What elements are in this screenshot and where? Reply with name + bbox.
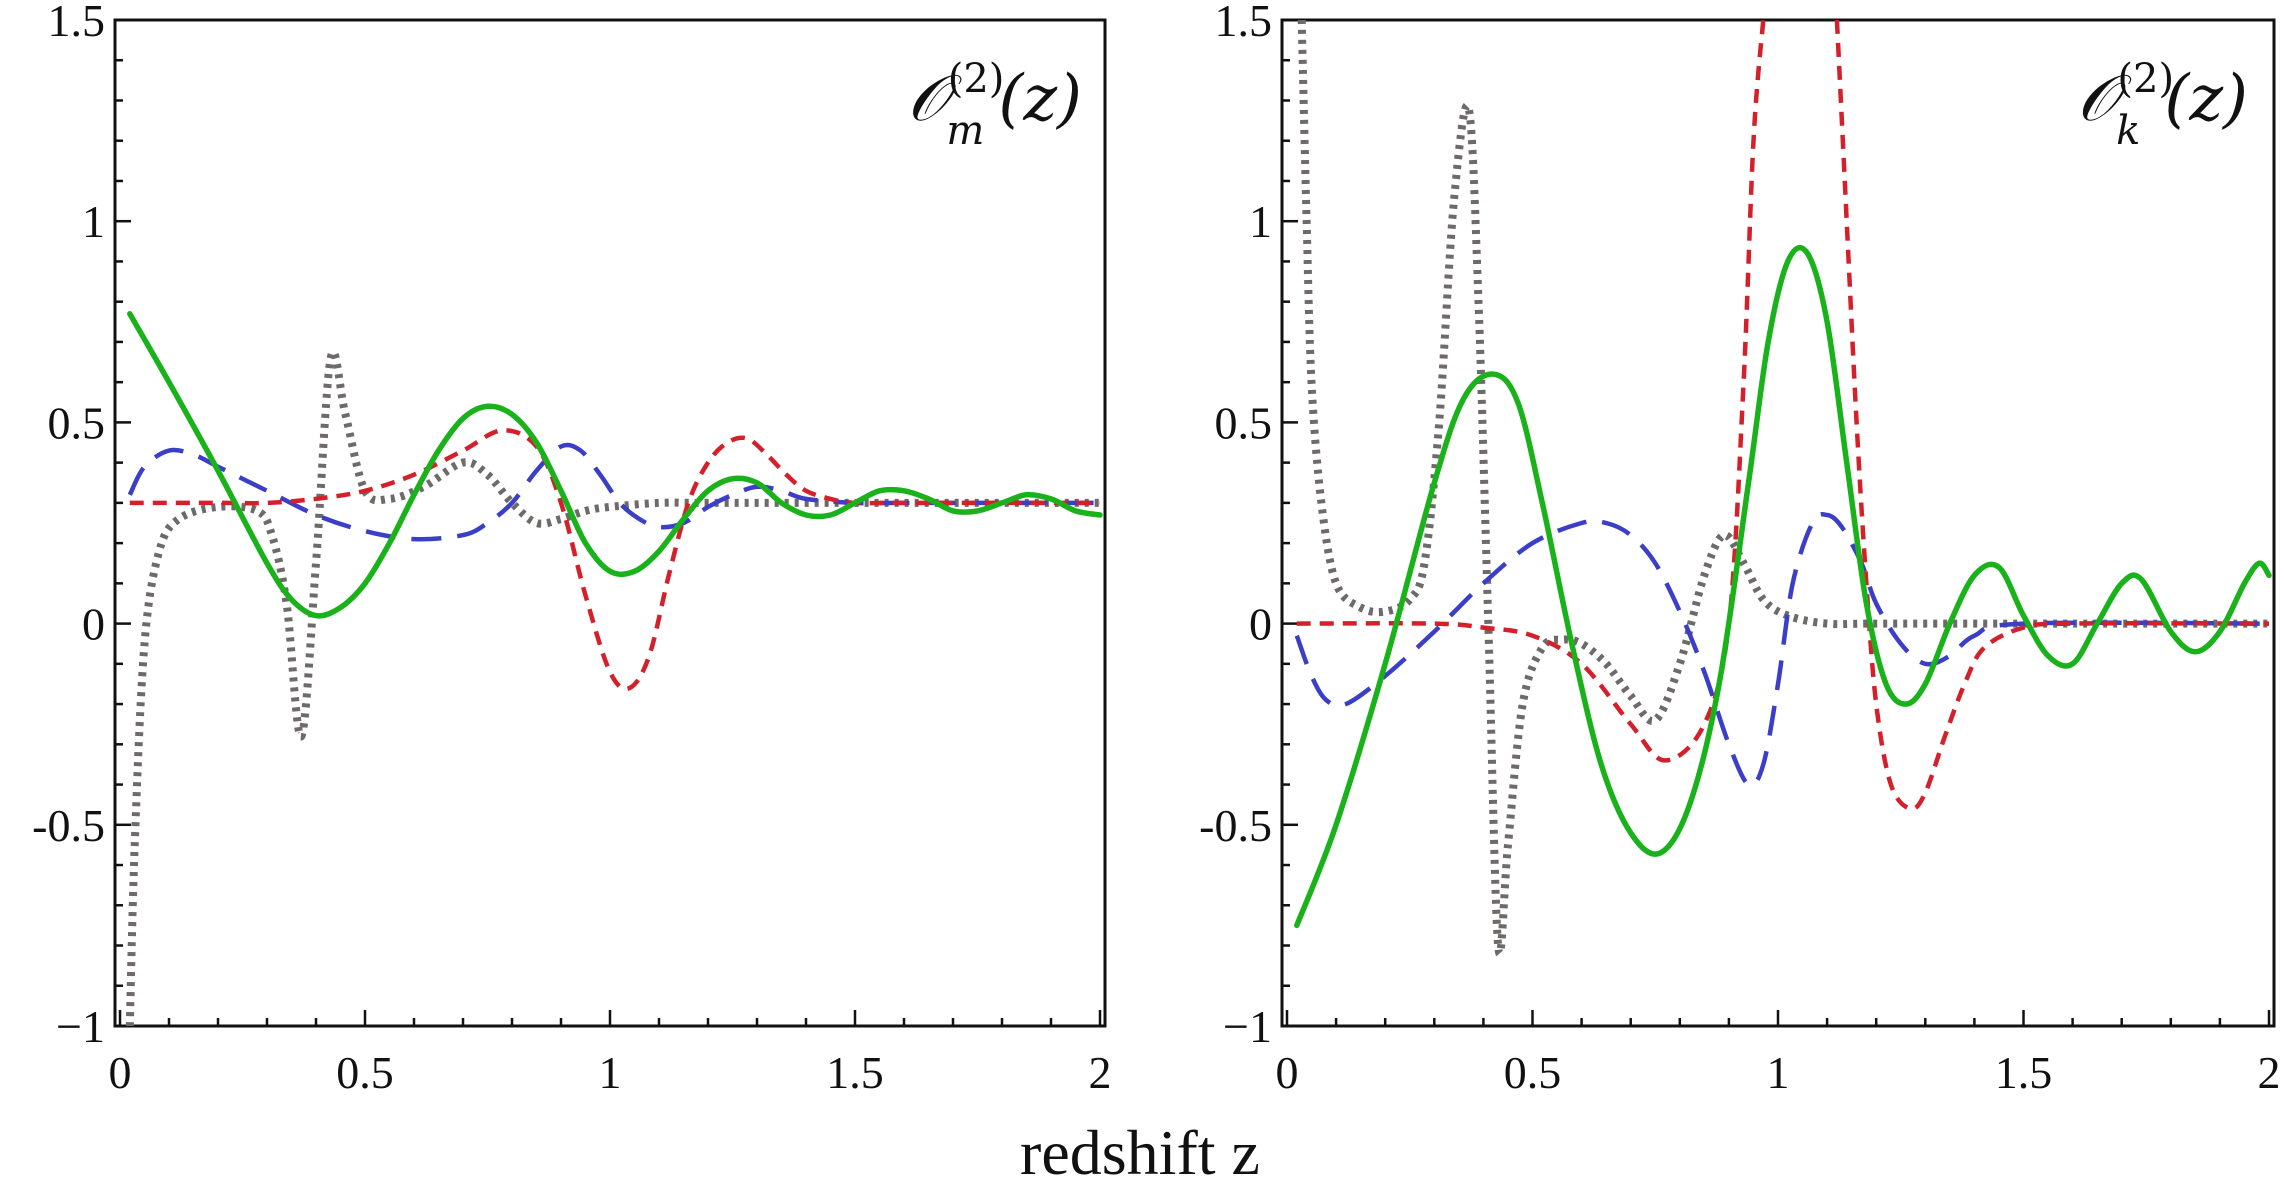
series-line-gray-dotted (125, 348, 1100, 1026)
curves (1294, 20, 2272, 958)
curves (125, 311, 1103, 1026)
y-tick-label: −1 (56, 1001, 105, 1052)
y-tick-label: 0.5 (48, 397, 106, 448)
y-tick-label: −1 (1223, 1001, 1272, 1052)
y-tick-label: 0 (1249, 599, 1272, 650)
y-tick-label: 0.5 (1215, 397, 1273, 448)
y-tick-labels: −1 -0.5 0 0.5 1 1.5 (32, 0, 105, 1052)
y-tick-label: 1 (82, 196, 105, 247)
y-tick-label: 0 (82, 599, 105, 650)
series-line-red-dashed (1296, 20, 1766, 763)
title-sup: (2) (2117, 56, 2174, 102)
x-tick-label: 1.5 (826, 1047, 884, 1098)
series-line-green-solid (127, 311, 1103, 619)
series-line-red-dashed (129, 428, 1100, 692)
title-sub: k (2116, 108, 2140, 154)
panel-title: 𝒪(2) m (z) (907, 56, 1082, 154)
axis-ticks (1282, 18, 2271, 1028)
x-tick-labels: 0 0.5 1 1.5 2 (109, 1047, 1112, 1098)
x-tick-label: 0.5 (336, 1047, 394, 1098)
panel-title: 𝒪(2) k (z) (2077, 56, 2248, 154)
axis-ticks (115, 18, 1102, 1028)
x-tick-label: 2 (1089, 1047, 1112, 1098)
x-tick-label: 2 (2258, 1047, 2281, 1098)
series-line-blue-dashed (127, 442, 1100, 542)
y-tick-label: 1.5 (48, 0, 106, 46)
x-tick-label: 0 (1276, 1047, 1299, 1098)
y-tick-label: 1 (1249, 196, 1272, 247)
series-line-gray-dotted (1297, 20, 2269, 958)
plot-frame (113, 18, 1107, 1028)
title-arg: (z) (2164, 62, 2248, 136)
y-tick-label: -0.5 (1199, 800, 1272, 851)
y-tick-label: -0.5 (32, 800, 105, 851)
x-axis-label: redshift z (1020, 1117, 1260, 1188)
panel-omega-m: −1-0.500.511.5 0 0.5 1 1.5 2 𝒪(2) m (z) (32, 0, 1111, 1098)
title-arg: (z) (998, 62, 1082, 136)
plot-frame (1280, 18, 2276, 1028)
x-tick-label: 1.5 (1995, 1047, 2053, 1098)
panel-omega-k: −1-0.500.511.5 0 0.5 1 1.5 2 𝒪(2) k (z) (1199, 0, 2280, 1098)
x-tick-label: 1 (599, 1047, 622, 1098)
series-line-blue-dashed (1294, 511, 2270, 788)
y-tick-labels: −1 -0.5 0 0.5 1 1.5 (1199, 0, 1272, 1052)
x-tick-labels: 0 0.5 1 1.5 2 (1276, 1047, 2281, 1098)
x-tick-label: 0 (109, 1047, 132, 1098)
series-line-green-solid (1294, 244, 2272, 929)
x-tick-label: 0.5 (1504, 1047, 1562, 1098)
y-tick-label: 1.5 (1215, 0, 1273, 46)
x-tick-label: 1 (1767, 1047, 1790, 1098)
series-line-red-dashed (1834, 20, 2270, 812)
title-sub: m (946, 108, 984, 154)
title-sup: (2) (948, 56, 1005, 102)
